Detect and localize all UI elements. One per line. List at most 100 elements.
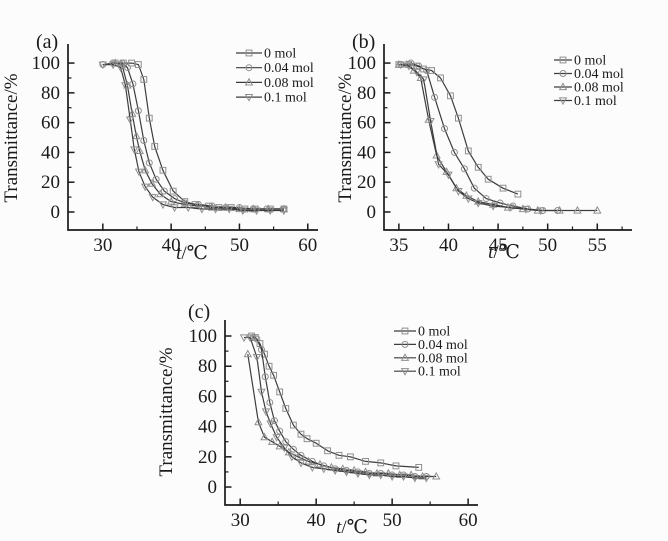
circle-marker-icon [460, 165, 468, 173]
circle-marker-icon [470, 184, 478, 192]
square-marker-icon [159, 166, 167, 174]
triangle-up-marker-icon [593, 205, 602, 214]
triangle-up-marker-icon [248, 204, 258, 213]
square-marker-icon [282, 405, 290, 412]
x-axis-label-a: t/℃ [176, 243, 208, 264]
triangle-up-marker-icon [260, 432, 269, 441]
circle-marker-icon [245, 64, 253, 72]
triangle-down-marker-icon [252, 354, 262, 362]
legend-item: 0 mol [554, 54, 606, 69]
legend-label: 0 mol [574, 54, 606, 69]
triangle-down-marker-icon [342, 468, 351, 477]
triangle-up-marker-icon [207, 202, 217, 211]
square-marker-icon [514, 190, 522, 198]
square-marker-icon [392, 462, 400, 470]
series-line-0-08-mol [114, 62, 284, 210]
x-tick-label: 55 [588, 235, 607, 256]
triangle-up-marker-icon [279, 204, 289, 213]
triangle-down-marker-icon [140, 183, 150, 192]
square-marker-icon [140, 76, 148, 83]
square-marker-icon [415, 463, 423, 471]
legend-label: 0.04 mol [418, 338, 468, 353]
square-marker-icon [335, 451, 343, 459]
series-line-0-04-mol [252, 336, 427, 478]
triangle-up-marker-icon [263, 204, 273, 213]
square-marker-icon [134, 61, 142, 68]
legend-label: 0.04 mol [574, 67, 624, 82]
triangle-up-marker-icon [155, 189, 165, 198]
y-tick-label: 40 [198, 417, 217, 438]
legend-label: 0 mol [418, 325, 450, 340]
triangle-down-marker-icon [410, 474, 420, 483]
y-tick-label: 60 [198, 386, 217, 407]
y-tick-label: 40 [41, 142, 60, 163]
series-line-0-mol [251, 335, 419, 468]
triangle-up-marker-icon [235, 204, 244, 213]
triangle-up-marker-icon [558, 82, 568, 91]
triangle-down-marker-icon [319, 465, 329, 474]
triangle-down-marker-icon [265, 207, 275, 216]
triangle-up-marker-icon [432, 150, 441, 159]
circle-marker-icon [423, 67, 431, 75]
triangle-up-marker-icon [244, 77, 254, 86]
triangle-down-marker-icon [419, 76, 428, 85]
triangle-up-marker-icon [395, 470, 404, 479]
triangle-down-marker-icon [488, 202, 498, 211]
square-marker-icon [245, 49, 253, 57]
x-tick-label: 40 [307, 510, 326, 531]
x-tick-label: 60 [298, 235, 317, 256]
legend-label: 0 mol [264, 47, 296, 62]
x-tick-label: 30 [93, 235, 112, 256]
triangle-up-marker-icon [132, 131, 141, 140]
circle-marker-icon [261, 373, 269, 381]
series-line-0-mol [115, 62, 284, 210]
x-tick-label: 50 [230, 235, 249, 256]
square-marker-icon [437, 74, 444, 82]
circle-marker-icon [257, 346, 265, 354]
triangle-down-marker-icon [252, 207, 261, 216]
y-tick-label: 80 [198, 356, 217, 377]
legend-label: 0.1 mol [574, 94, 617, 109]
triangle-down-marker-icon [521, 205, 531, 214]
circle-marker-icon [145, 159, 153, 167]
square-marker-icon [303, 435, 311, 443]
y-axis-label-a: Transmittance/% [1, 73, 22, 202]
circle-marker-icon [253, 335, 261, 343]
y-tick-label: 80 [357, 83, 376, 104]
square-marker-icon [499, 184, 507, 192]
square-marker-icon [270, 371, 278, 379]
y-tick-label: 60 [41, 113, 60, 134]
square-marker-icon [128, 59, 135, 67]
triangle-down-marker-icon [404, 62, 414, 71]
legend-item: 0 mol [394, 325, 450, 340]
triangle-down-marker-icon [296, 459, 306, 468]
series-line-0-1-mol [102, 63, 284, 212]
square-marker-icon [377, 459, 385, 467]
triangle-down-marker-icon [473, 199, 483, 208]
triangle-up-marker-icon [431, 471, 441, 480]
circle-marker-icon [129, 80, 137, 88]
triangle-down-marker-icon [211, 205, 220, 214]
y-tick-label: 20 [41, 172, 60, 193]
square-marker-icon [447, 92, 454, 100]
square-marker-icon [401, 327, 409, 335]
triangle-down-marker-icon [257, 388, 266, 397]
triangle-down-marker-icon [239, 334, 249, 343]
series-line-0-1-mol [244, 336, 427, 479]
legend-item: 0.08 mol [236, 76, 314, 91]
square-marker-icon [265, 362, 273, 370]
circle-marker-icon [140, 136, 148, 144]
legend-item: 0.04 mol [236, 61, 314, 76]
triangle-up-marker-icon [394, 59, 404, 68]
y-tick-label: 40 [357, 142, 376, 163]
triangle-down-marker-icon [308, 464, 317, 473]
triangle-down-marker-icon [134, 168, 144, 177]
triangle-down-marker-icon [464, 195, 473, 204]
square-marker-icon [145, 114, 153, 122]
y-axis-label-c: Transmittance/% [156, 347, 177, 476]
circle-marker-icon [289, 445, 297, 453]
triangle-up-marker-icon [409, 65, 419, 74]
